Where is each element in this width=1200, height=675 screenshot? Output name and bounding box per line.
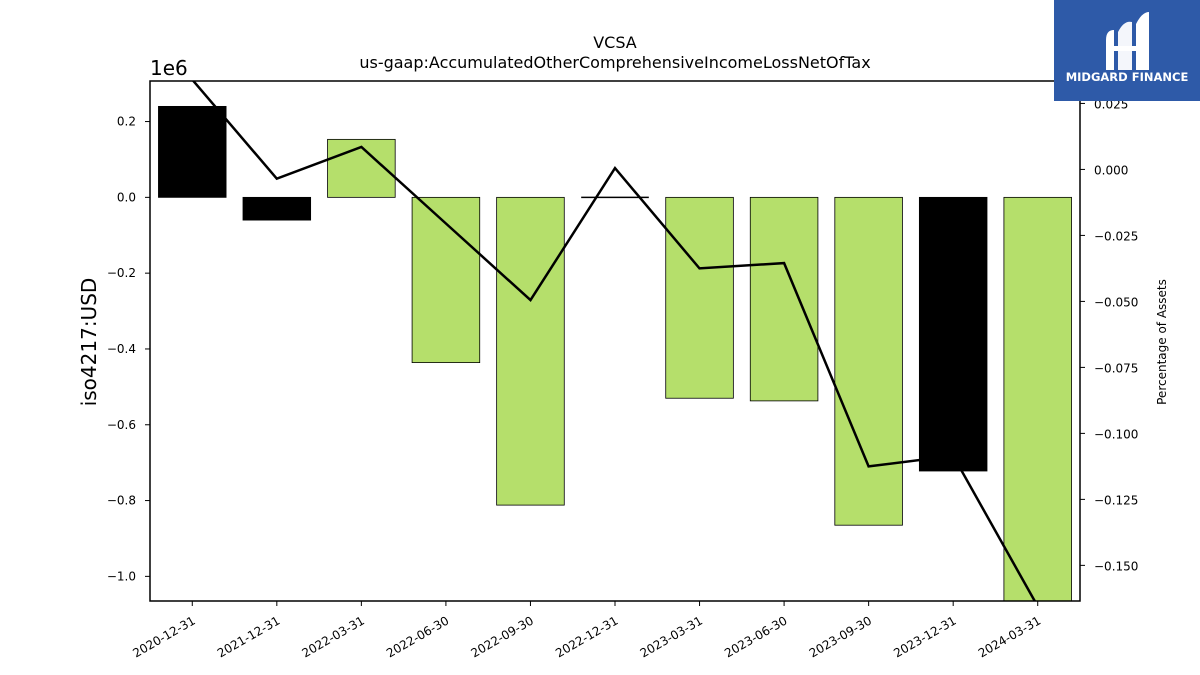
x-axis: 2020-12-31 2021-12-31 2022-03-31 2022-06-30…: [130, 601, 1043, 660]
bar: [665, 196, 734, 399]
x-tick-label: 2023-12-31: [891, 613, 958, 660]
chart-title: VCSA: [593, 33, 637, 52]
bars-group: [158, 105, 1072, 602]
chart-subtitle: us-gaap:AccumulatedOtherComprehensiveInc…: [359, 53, 870, 72]
x-tick-label: 2023-03-31: [638, 613, 705, 660]
y-axis: 0.2 0.0 −0.2 −0.4 −0.6 −0.8 −1.0: [107, 115, 150, 583]
y2-tick-label: −0.125: [1094, 493, 1138, 507]
plot-frame: [149, 80, 1081, 602]
x-tick-label: 2022-09-30: [469, 613, 536, 660]
y-axis-offset-label: 1e6: [150, 56, 188, 80]
logo-mark-icon: [1106, 12, 1149, 70]
bar: [496, 196, 565, 506]
series-line: [191, 81, 1037, 601]
y-tick-label: −1.0: [107, 569, 136, 583]
x-tick-label: 2024-03-31: [976, 613, 1043, 660]
y2-tick-label: −0.025: [1094, 229, 1138, 243]
y-tick-label: −0.6: [107, 418, 136, 432]
midgard-finance-logo: MIDGARD FINANCE: [1054, 0, 1200, 101]
line-group: [191, 81, 1037, 601]
x-tick-label: 2023-06-30: [722, 613, 789, 660]
x-tick-label: 2021-12-31: [215, 613, 282, 660]
y2-tick-label: −0.100: [1094, 427, 1138, 441]
y-tick-label: −0.2: [107, 266, 136, 280]
x-tick-label: 2020-12-31: [130, 613, 197, 660]
y2-tick-label: −0.150: [1094, 559, 1138, 573]
y2-tick-label: −0.075: [1094, 361, 1138, 375]
logo-text: MIDGARD FINANCE: [1066, 70, 1189, 84]
bar: [1003, 196, 1072, 602]
x-tick-label: 2022-03-31: [299, 613, 366, 660]
y2-axis: 0.0250.000−0.025−0.050−0.075−0.100−0.125…: [1080, 97, 1138, 573]
x-tick-label: 2022-06-30: [384, 613, 451, 660]
x-tick-label: 2023-09-30: [807, 613, 874, 660]
bar: [242, 196, 312, 221]
y2-axis-label: Percentage of Assets: [1155, 279, 1169, 405]
y-tick-label: −0.4: [107, 342, 136, 356]
bar: [158, 105, 227, 198]
y-tick-label: 0.0: [117, 190, 136, 204]
y2-tick-label: 0.000: [1094, 163, 1128, 177]
bar: [918, 196, 988, 472]
y-axis-label: iso4217:USD: [77, 278, 101, 407]
bar: [834, 196, 903, 526]
y2-tick-label: −0.050: [1094, 295, 1138, 309]
bar: [749, 196, 819, 402]
y-tick-label: 0.2: [117, 115, 136, 129]
y-tick-label: −0.8: [107, 494, 136, 508]
x-tick-label: 2022-12-31: [553, 613, 620, 660]
